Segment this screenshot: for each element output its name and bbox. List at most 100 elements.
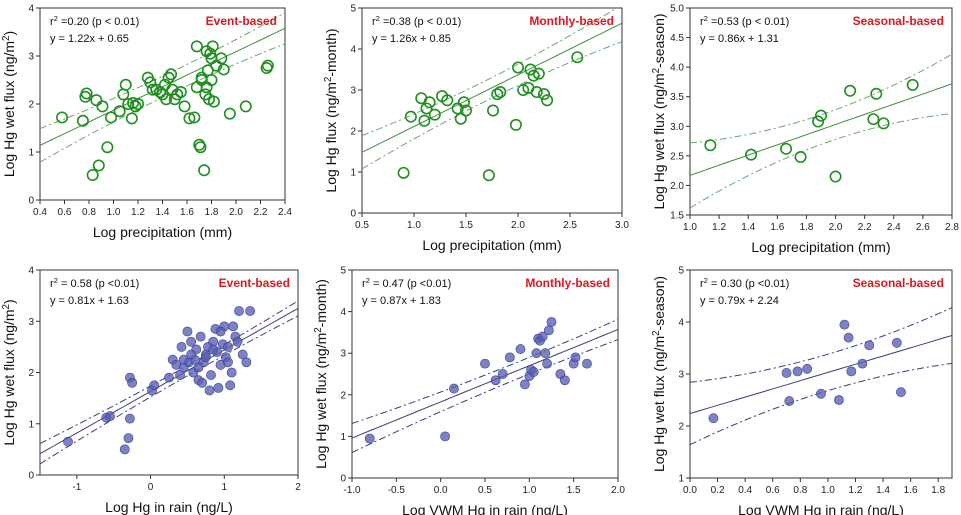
data-point <box>125 413 135 424</box>
data-point <box>56 111 69 124</box>
lower-confidence-line <box>690 113 952 209</box>
r-squared-label: r2 = 0.47 (p <0.01) <box>362 276 451 291</box>
y-tick-label: 3 <box>28 317 34 328</box>
data-point <box>239 100 252 113</box>
data-point <box>541 94 554 107</box>
data-point <box>186 336 197 347</box>
panel-5: -1.0 -0.5 0.0 0.5 1.0 1.5 2.0 0 1 2 3 4 5 Log VWM Hg … <box>313 266 626 515</box>
data-point <box>129 100 142 113</box>
data-point <box>906 78 919 91</box>
data-point <box>440 431 450 442</box>
data-point <box>420 102 433 115</box>
data-point <box>834 395 844 405</box>
x-tick-label: 1.2 <box>849 485 863 496</box>
plot-frame <box>689 7 953 216</box>
data-point <box>794 151 807 164</box>
data-point <box>454 112 467 125</box>
x-tick-label: 1.2 <box>131 207 145 218</box>
x-tick-label: 1.8 <box>205 207 219 218</box>
data-point <box>487 104 500 117</box>
data-point <box>174 86 187 99</box>
y-tick-label: 0 <box>350 209 356 220</box>
x-tick-label: 2.5 <box>563 220 577 231</box>
y-tick-label: 3 <box>340 349 346 360</box>
data-point <box>165 68 178 81</box>
plot-area <box>362 8 622 182</box>
x-tick-label: 1.0 <box>683 222 697 233</box>
data-point <box>232 336 243 347</box>
x-tick-label: 1.5 <box>459 220 473 231</box>
lower-confidence-line <box>690 362 952 446</box>
x-tick-label: 0.8 <box>793 485 807 496</box>
data-point <box>527 69 540 82</box>
x-tick-label: 0.6 <box>766 485 780 496</box>
data-point <box>449 383 459 394</box>
data-point <box>404 110 417 123</box>
data-point <box>537 331 548 342</box>
data-point <box>504 352 515 363</box>
data-point <box>520 379 530 390</box>
panel-title: Seasonal-based <box>853 14 944 28</box>
equation-label: y = 0.79x + 2.24 <box>700 295 779 307</box>
x-tick-label: 0.8 <box>82 207 96 218</box>
x-axis-label: Log precipitation (mm) <box>751 239 890 255</box>
data-point <box>200 81 213 94</box>
y-tick-label: 1 <box>678 474 684 485</box>
panel-4: -1 0 1 2 0 1 2 3 4 Log Hg in rain (ng/L) Log Hg we… <box>1 266 302 515</box>
data-point <box>423 96 436 109</box>
x-tick-label: 1.0 <box>107 207 121 218</box>
data-point <box>80 87 93 100</box>
data-point <box>195 71 208 84</box>
data-point <box>215 326 226 337</box>
data-point <box>223 341 233 352</box>
data-point <box>844 84 857 97</box>
y-tick-label: 2.0 <box>670 181 684 192</box>
data-point <box>188 111 201 124</box>
data-point <box>144 76 157 89</box>
data-point <box>76 114 89 127</box>
data-point <box>225 380 236 391</box>
data-point <box>127 377 138 388</box>
x-tick-label: 1.5 <box>567 485 581 496</box>
data-point <box>494 86 507 99</box>
x-tick-label: 0.4 <box>33 207 47 218</box>
plot-area <box>40 300 298 465</box>
data-point <box>101 141 114 154</box>
y-tick-label: 2.5 <box>670 151 684 162</box>
data-point <box>193 362 204 373</box>
data-point <box>127 97 140 110</box>
regression-line <box>362 22 622 153</box>
data-point <box>146 83 159 96</box>
panel-1: 0.4 0.6 0.8 1.0 1.2 1.4 1.6 1.8 2.0 2.2 2.4 0 1 2 3 4 Lo… <box>1 4 293 241</box>
y-tick-label: 4 <box>340 307 346 318</box>
data-point <box>86 169 99 182</box>
data-point <box>213 382 224 393</box>
data-point <box>149 380 160 391</box>
y-tick-label: 4 <box>678 318 684 329</box>
x-tick-label: -0.5 <box>388 485 406 496</box>
data-point <box>515 344 526 354</box>
data-point <box>582 358 592 369</box>
lower-confidence-line <box>362 41 622 170</box>
data-point <box>119 78 132 91</box>
data-point <box>480 358 490 369</box>
y-tick-label: 1 <box>28 148 34 159</box>
data-point <box>497 369 508 379</box>
r-squared-label: r2 = 0.30 (p <0.01) <box>700 276 789 291</box>
data-point <box>217 63 230 76</box>
data-point <box>125 112 138 125</box>
data-point <box>537 88 550 101</box>
data-point <box>223 107 236 120</box>
data-point <box>482 169 495 182</box>
y-tick-label: 3 <box>28 52 34 63</box>
y-tick-label: 2 <box>28 100 34 111</box>
data-point <box>105 111 118 124</box>
data-point <box>241 357 252 368</box>
x-tick-label: -1.0 <box>343 485 361 496</box>
x-axis-label: Log VWM Hg in rain (ng/L) <box>738 502 904 515</box>
data-point <box>208 344 219 355</box>
x-tick-label: 2.0 <box>511 220 525 231</box>
data-point <box>867 113 880 126</box>
data-point <box>531 348 542 359</box>
data-point <box>183 112 196 125</box>
